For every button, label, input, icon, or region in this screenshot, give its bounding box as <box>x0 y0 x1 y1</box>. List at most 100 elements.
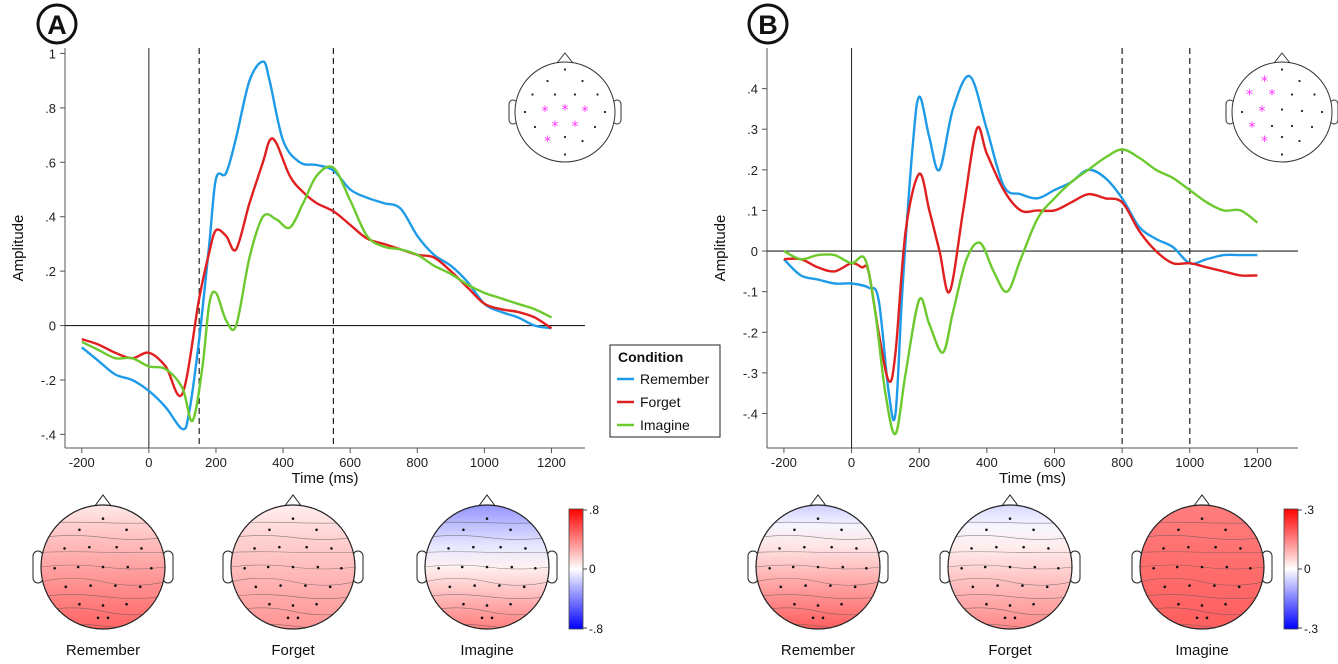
topomap-electrode <box>1224 528 1227 532</box>
x-tick-label: 600 <box>1044 455 1066 470</box>
topomap-electrode <box>803 545 806 549</box>
topomap-electrode <box>855 547 858 550</box>
topomap-contour <box>41 535 165 540</box>
topomap-electrode <box>253 547 256 550</box>
topomap-contour <box>41 577 165 586</box>
topomap-electrode <box>278 545 281 549</box>
topomap-electrode <box>304 584 307 587</box>
topomap-nose <box>283 494 303 508</box>
topomap-electrode <box>1239 547 1242 550</box>
topomap-electrode <box>1022 545 1025 549</box>
topomap-contour <box>756 535 880 540</box>
topomap-electrode <box>485 565 489 569</box>
electrode-dot <box>573 93 577 96</box>
topomap-electrode <box>88 545 91 549</box>
panel-a-badge <box>36 3 78 45</box>
head-outline <box>1231 61 1333 163</box>
topomap-electrode <box>498 584 501 587</box>
topomap-electrode <box>291 517 295 520</box>
topomap-electrode <box>791 565 795 569</box>
topomap-electrode <box>811 616 815 620</box>
topomap-electrode <box>490 616 494 620</box>
y-tick-label: .4 <box>747 82 758 97</box>
colorbar-mid-label: 0 <box>589 562 596 576</box>
topomap-electrode <box>985 602 988 606</box>
x-tick-label: 0 <box>145 455 152 470</box>
y-tick-label: -.2 <box>743 325 758 340</box>
electrode-dot <box>1320 110 1324 114</box>
panel-a-electrode-map: * * ** ** <box>508 52 622 163</box>
topomap-contour <box>756 577 880 586</box>
topomap-contour <box>756 551 880 554</box>
y-tick-label: -.4 <box>743 406 758 421</box>
topomap-electrode <box>1224 602 1227 606</box>
topomap-electrode <box>1200 604 1204 607</box>
electrode-dot <box>581 79 584 83</box>
x-tick-label: 800 <box>406 455 428 470</box>
topomap-electrode <box>462 602 465 606</box>
topomap-electrode <box>1195 616 1199 620</box>
topomap-electrode <box>509 528 512 532</box>
highlighted-electrode: * <box>562 103 569 119</box>
x-tick-label: 1000 <box>470 455 499 470</box>
topomap-electrode <box>1225 565 1229 569</box>
electrode-dot <box>581 139 584 143</box>
x-tick-label: 200 <box>908 455 930 470</box>
topomap-electrode <box>473 584 476 587</box>
topomap-electrode <box>509 602 512 606</box>
topomap-electrode <box>1249 566 1252 570</box>
topomap-outline <box>1139 504 1265 630</box>
topomap-electrode <box>970 547 973 550</box>
topomap-electrode <box>106 616 110 620</box>
topomap-electrode <box>793 528 796 532</box>
topomap-electrode <box>1177 528 1180 532</box>
topomap-label-remember: Remember <box>781 642 855 659</box>
x-tick-label: 1000 <box>1175 455 1204 470</box>
topomap-electrode <box>853 585 857 589</box>
topomap-electrode <box>1213 584 1216 587</box>
topomap-electrode <box>296 616 300 620</box>
x-tick-label: -200 <box>69 455 95 470</box>
y-tick-label: .3 <box>747 122 758 137</box>
highlighted-electrode: * <box>1249 120 1256 136</box>
highlighted-electrode: * <box>552 119 559 135</box>
electrode-dot <box>1280 68 1284 71</box>
topomap-electrode <box>291 565 295 569</box>
topomap-electrode <box>1021 584 1024 587</box>
topomap-electrode <box>78 528 81 532</box>
x-tick-label: 1200 <box>537 455 566 470</box>
topomap-contour <box>41 551 165 554</box>
topomap-electrode <box>804 584 807 587</box>
x-tick-label: 400 <box>272 455 294 470</box>
electrode-dot <box>1290 124 1294 128</box>
electrode-dot <box>1310 125 1314 129</box>
topomap-electrode <box>779 585 783 589</box>
electrode-dot <box>596 93 599 96</box>
topomap-electrode <box>816 517 820 520</box>
series-line-forget <box>783 125 1258 383</box>
electrode-dot <box>563 135 567 139</box>
topomap-electrode <box>150 566 153 570</box>
topomap-electrode <box>316 565 320 569</box>
highlighted-electrode: * <box>544 134 551 150</box>
head-nose <box>556 52 574 64</box>
topomap-electrode <box>114 584 117 587</box>
electrode-dot <box>593 125 597 129</box>
topomap-contour <box>231 535 355 540</box>
topomap-electrode <box>768 566 771 570</box>
topomap-electrode <box>254 585 258 589</box>
topomap-electrode <box>305 545 308 549</box>
y-axis-label: Amplitude <box>10 215 27 282</box>
y-tick-label: -.4 <box>41 427 56 442</box>
panel-a-plot: -200 0 200 400 600 800 1000 1200 -.4 -.2 0 .2 .4 .6 .8… <box>10 46 585 487</box>
topomap-contour <box>1140 594 1264 599</box>
y-tick-label: .2 <box>747 163 758 178</box>
y-tick-label: .6 <box>45 155 56 170</box>
topomap-electrode <box>1047 547 1050 550</box>
colorbar-mid-label: 0 <box>1304 562 1311 576</box>
topomap-electrode <box>996 584 999 587</box>
legend-box <box>609 344 721 438</box>
panel-b-topomaps: Remember Forget Imagine .3 0 -.3 <box>747 494 1318 659</box>
topomap-electrode <box>1033 565 1037 569</box>
topomap-electrode <box>985 528 988 532</box>
